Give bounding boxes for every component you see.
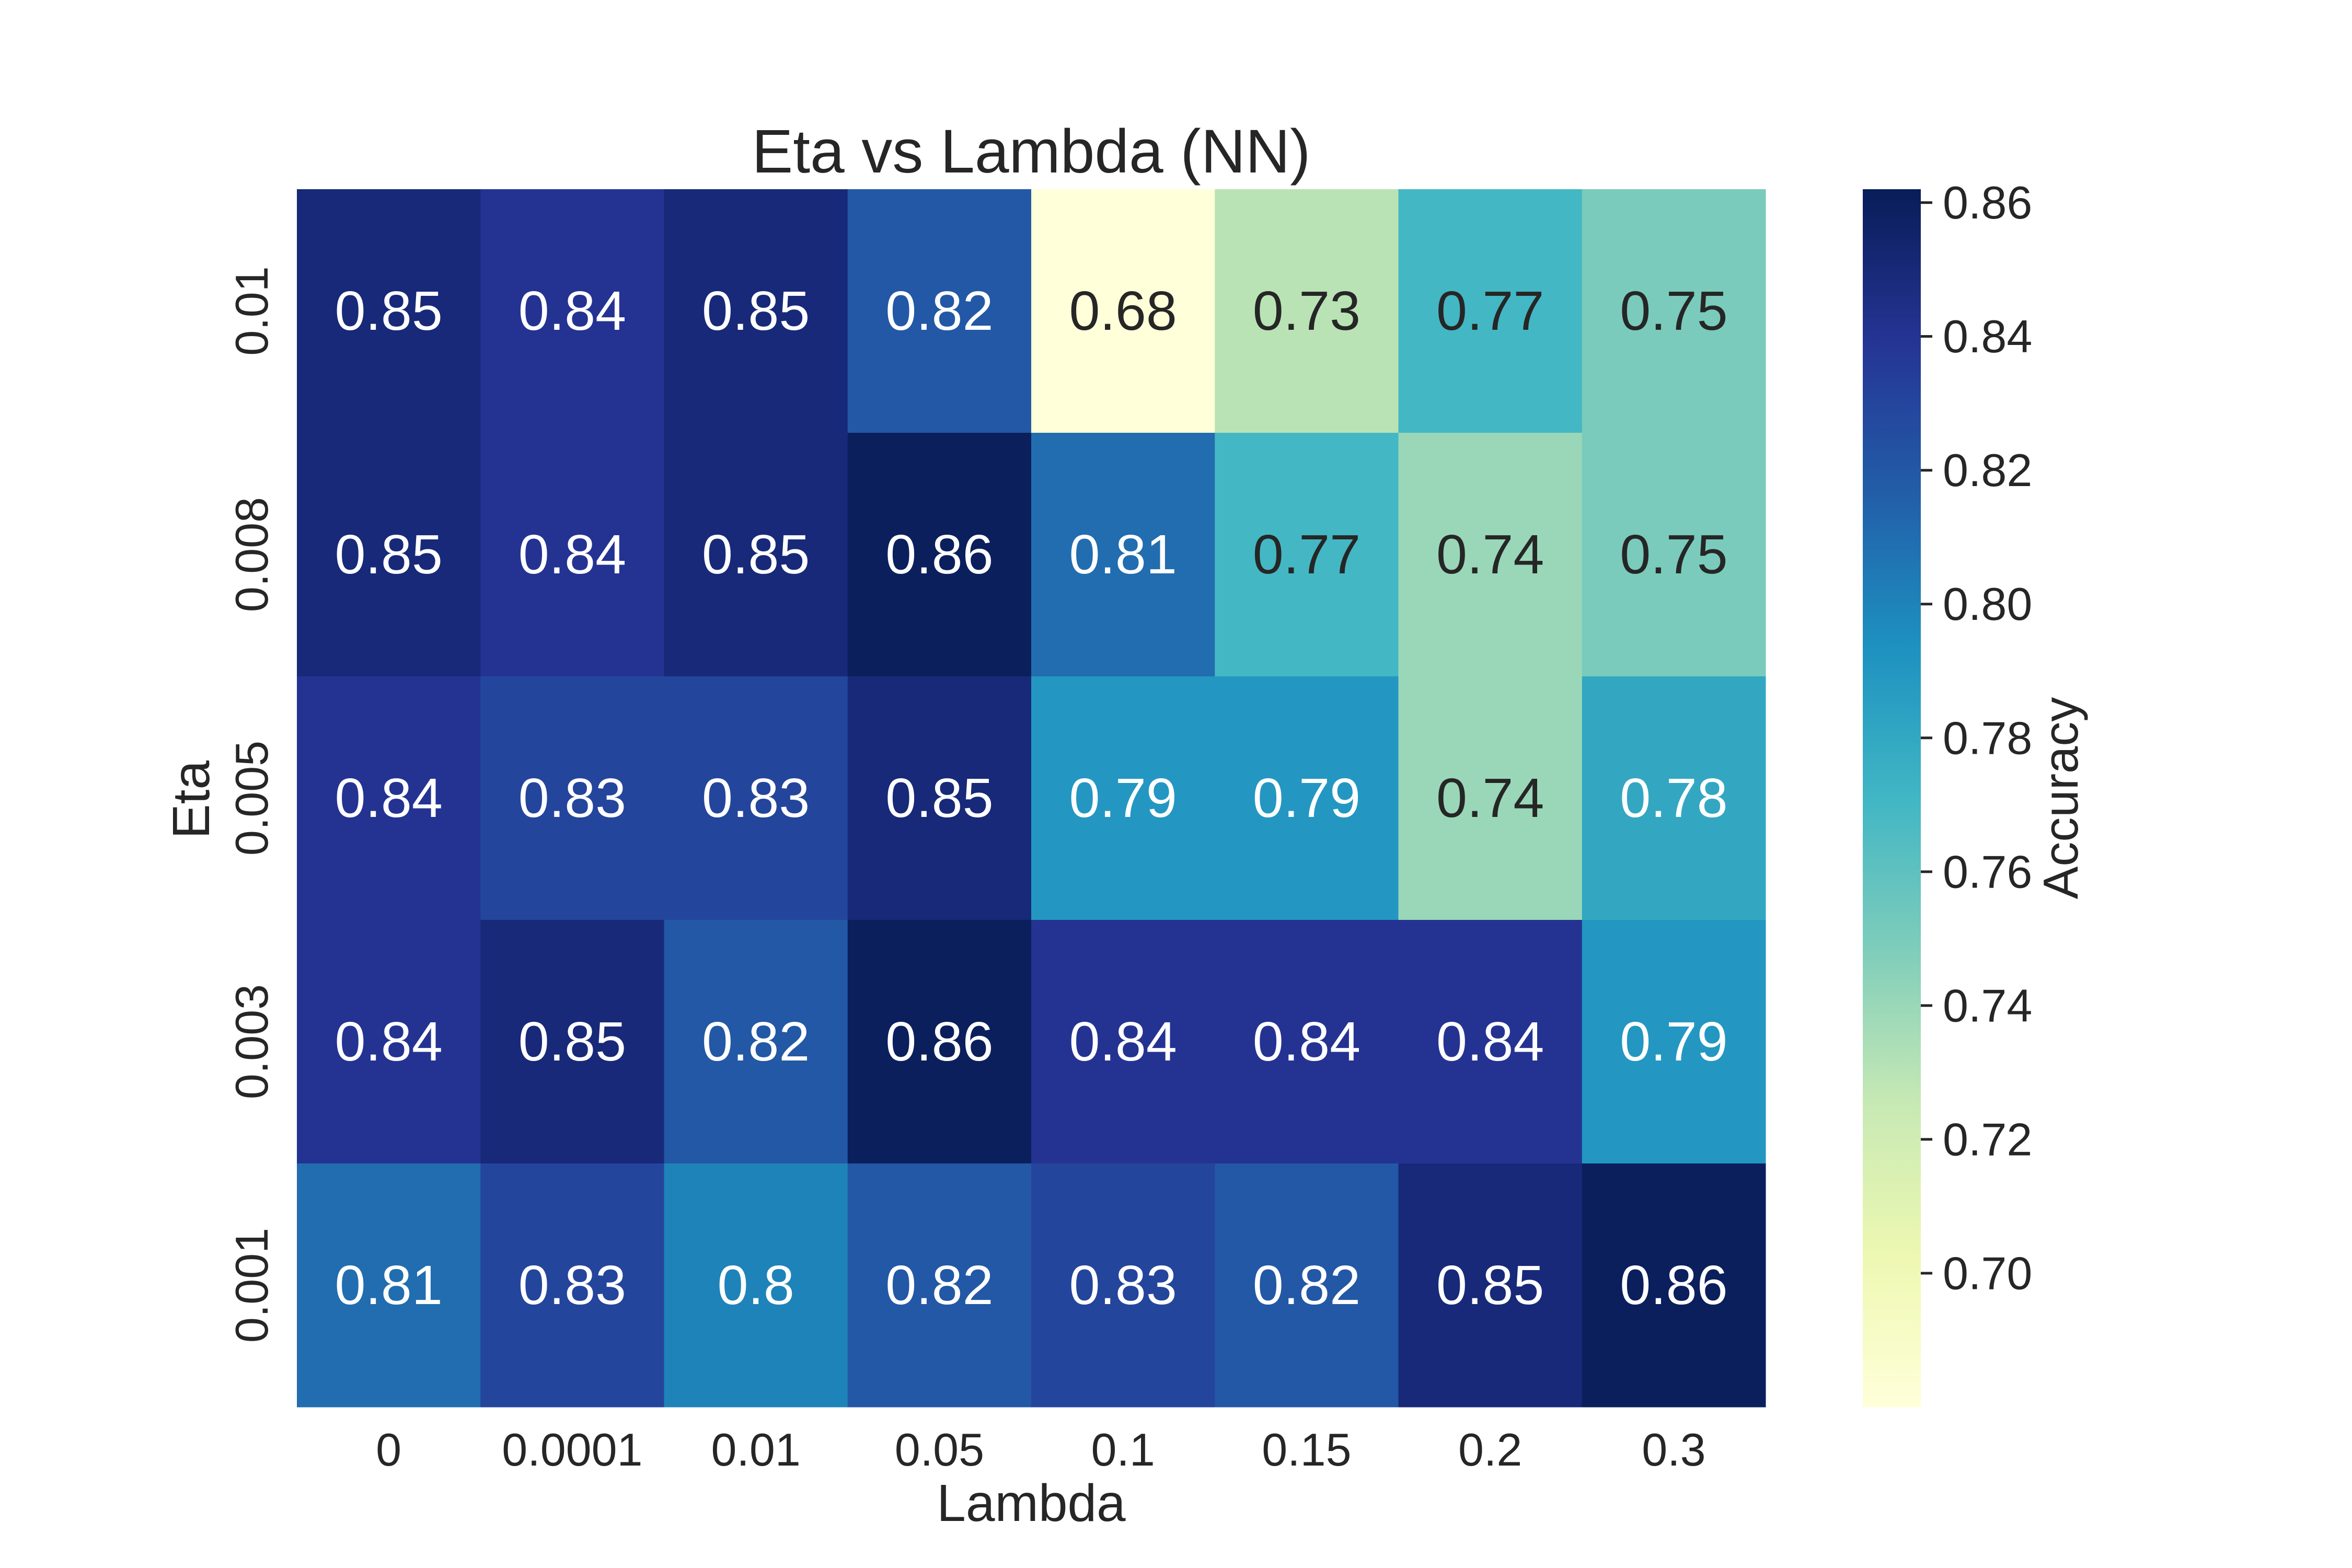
heatmap-cell-label-r4-c7: 0.86 [1620, 1254, 1727, 1316]
x-tick-label: 0.0001 [502, 1424, 642, 1475]
heatmap-cell-label-r1-c0: 0.85 [335, 524, 442, 585]
heatmap-cell-label-r0-c7: 0.75 [1620, 280, 1727, 342]
x-tick-label: 0.1 [1091, 1424, 1155, 1475]
colorbar-tick-label: 0.78 [1943, 712, 2032, 764]
colorbar-tick-label: 0.72 [1943, 1113, 2032, 1165]
heatmap-cell-label-r0-c4: 0.68 [1069, 280, 1177, 342]
x-tick-label: 0.3 [1642, 1424, 1705, 1475]
y-tick-label: 0.01 [226, 266, 278, 355]
heatmap-cell-label-r3-c0: 0.84 [335, 1011, 442, 1073]
heatmap-cell-label-r2-c5: 0.79 [1253, 767, 1361, 829]
heatmap-cell-label-r2-c2: 0.83 [702, 767, 810, 829]
heatmap-cell-label-r0-c3: 0.82 [885, 280, 993, 342]
x-tick-label: 0.2 [1458, 1424, 1522, 1475]
heatmap-cell-label-r0-c2: 0.85 [702, 280, 810, 342]
x-tick-label: 0 [376, 1424, 401, 1475]
x-tick-labels: 0 0.0001 0.01 0.05 0.1 0.15 0.2 0.3 [376, 1424, 1705, 1475]
colorbar-tick-label: 0.82 [1943, 444, 2032, 496]
y-tick-label: 0.008 [226, 497, 278, 612]
colorbar [1863, 189, 1921, 1407]
heatmap-cell-label-r1-c6: 0.74 [1436, 524, 1544, 585]
colorbar-tick-label: 0.74 [1943, 979, 2032, 1031]
heatmap-cell-label-r1-c1: 0.84 [518, 524, 626, 585]
y-axis-label: Eta [162, 760, 221, 839]
heatmap-cell-label-r2-c3: 0.85 [885, 767, 993, 829]
heatmap-cell-label-r2-c7: 0.78 [1620, 767, 1727, 829]
heatmap-cell-label-r4-c3: 0.82 [885, 1254, 993, 1316]
heatmap-cell-label-r2-c4: 0.79 [1069, 767, 1177, 829]
colorbar-tick-label: 0.76 [1943, 846, 2032, 897]
heatmap-cell-label-r3-c7: 0.79 [1620, 1011, 1727, 1073]
heatmap-cell-label-r2-c0: 0.84 [335, 767, 442, 829]
heatmap-cell-label-r1-c4: 0.81 [1069, 524, 1177, 585]
heatmap-cell-label-r0-c6: 0.77 [1436, 280, 1544, 342]
y-tick-label: 0.005 [226, 741, 278, 856]
x-tick-label: 0.05 [895, 1424, 984, 1475]
x-tick-label: 0.01 [711, 1424, 800, 1475]
heatmap-cell-label-r1-c5: 0.77 [1253, 524, 1361, 585]
colorbar-label: Accuracy [2033, 697, 2088, 900]
heatmap-cell-label-r4-c0: 0.81 [335, 1254, 442, 1316]
heatmap-cell-label-r2-c6: 0.74 [1436, 767, 1544, 829]
colorbar-tick-label: 0.84 [1943, 310, 2032, 362]
heatmap-cell-label-r4-c4: 0.83 [1069, 1254, 1177, 1316]
heatmap-cell-label-r4-c2: 0.8 [717, 1254, 794, 1316]
colorbar-tick-label: 0.70 [1943, 1247, 2032, 1299]
heatmap-cell-label-r2-c1: 0.83 [518, 767, 626, 829]
colorbar-tick-label: 0.80 [1943, 578, 2032, 630]
y-tick-label: 0.001 [226, 1228, 278, 1343]
heatmap-cells [297, 189, 1766, 1408]
heatmap-cell-label-r3-c1: 0.85 [518, 1011, 626, 1073]
heatmap-cell-label-r1-c2: 0.85 [702, 524, 810, 585]
y-tick-labels: 0.01 0.008 0.005 0.003 0.001 [226, 266, 278, 1343]
x-tick-label: 0.15 [1262, 1424, 1351, 1475]
heatmap-cell-label-r4-c5: 0.82 [1253, 1254, 1361, 1316]
heatmap-cell-label-r3-c5: 0.84 [1253, 1011, 1361, 1073]
colorbar-tick-label: 0.86 [1943, 177, 2032, 228]
heatmap-cell-label-r3-c2: 0.82 [702, 1011, 810, 1073]
y-tick-label: 0.003 [226, 984, 278, 1099]
colorbar-ticks: 0.70 0.72 0.74 0.76 0.78 0.80 0.82 0.84 0.86 [1921, 177, 2032, 1299]
x-axis-label: Lambda [937, 1474, 1126, 1532]
heatmap-cell-label-r3-c6: 0.84 [1436, 1011, 1544, 1073]
heatmap-cell-label-r3-c3: 0.86 [885, 1011, 993, 1073]
heatmap-cell-label-r0-c0: 0.85 [335, 280, 442, 342]
heatmap-cell-label-r3-c4: 0.84 [1069, 1011, 1177, 1073]
heatmap-cell-label-r0-c5: 0.73 [1253, 280, 1361, 342]
heatmap-cell-label-r4-c6: 0.85 [1436, 1254, 1544, 1316]
heatmap-cell-label-r4-c1: 0.83 [518, 1254, 626, 1316]
chart-title: Eta vs Lambda (NN) [752, 117, 1311, 186]
heatmap-cell-label-r1-c3: 0.86 [885, 524, 993, 585]
heatmap-cell-label-r0-c1: 0.84 [518, 280, 626, 342]
heatmap-cell-label-r1-c7: 0.75 [1620, 524, 1727, 585]
